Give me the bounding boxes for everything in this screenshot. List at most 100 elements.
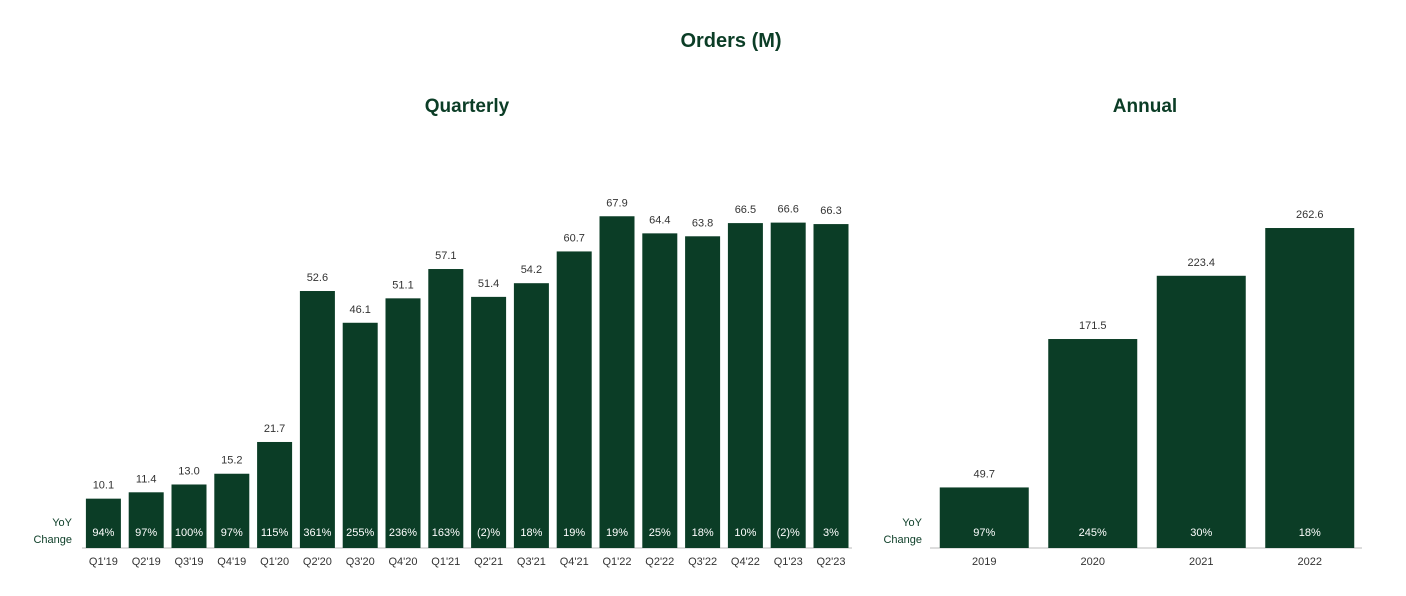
annual-bar-2 [1156, 275, 1246, 548]
quarterly-value-label-12: 67.9 [606, 197, 627, 209]
quarterly-yoy-label-1: 97% [135, 527, 157, 539]
annual-value-label-0: 49.7 [974, 468, 995, 480]
annual-value-label-3: 262.6 [1296, 209, 1324, 221]
annual-tick-label-3: 2022 [1298, 556, 1322, 568]
annual-value-label-1: 171.5 [1079, 320, 1107, 332]
annual-title: Annual [1113, 96, 1177, 117]
quarterly-title: Quarterly [425, 96, 510, 117]
quarterly-bar-9 [471, 296, 507, 548]
annual-bar-0 [939, 487, 1029, 548]
quarterly-tick-label-12: Q1'22 [602, 556, 631, 568]
quarterly-value-label-9: 51.4 [478, 278, 499, 290]
quarterly-yoy-label-17: 3% [823, 527, 839, 539]
annual-bars: 49.7 97% 2019 171.5 245% 2020 223.4 30% 2021 262.… [939, 209, 1355, 568]
quarterly-tick-label-2: Q3'19 [174, 556, 203, 568]
quarterly-yoy-label-14: 18% [692, 527, 714, 539]
quarterly-bar-13 [642, 233, 678, 549]
annual-tick-label-1: 2020 [1081, 556, 1105, 568]
quarterly-bar-8 [428, 269, 464, 548]
quarterly-tick-label-16: Q1'23 [774, 556, 803, 568]
quarterly-panel: Quarterly YoY Change 10.1 94% Q1'19 11.4 97%… [33, 96, 852, 568]
quarterly-tick-label-10: Q3'21 [517, 556, 546, 568]
annual-tick-label-0: 2019 [972, 556, 996, 568]
quarterly-yoy-label-5: 361% [303, 527, 331, 539]
quarterly-tick-label-5: Q2'20 [303, 556, 332, 568]
quarterly-value-label-15: 66.5 [735, 204, 756, 216]
quarterly-value-label-13: 64.4 [649, 214, 670, 226]
quarterly-tick-label-15: Q4'22 [731, 556, 760, 568]
quarterly-value-label-4: 21.7 [264, 423, 285, 435]
quarterly-bar-11 [556, 251, 592, 549]
quarterly-value-label-11: 60.7 [563, 232, 584, 244]
quarterly-bar-4 [257, 441, 293, 548]
quarterly-value-label-7: 51.1 [392, 279, 413, 291]
quarterly-value-label-6: 46.1 [349, 304, 370, 316]
quarterly-yoy-label-6: 255% [346, 527, 374, 539]
quarterly-value-label-1: 11.4 [136, 473, 157, 485]
quarterly-yoy-label-15: 10% [734, 527, 756, 539]
quarterly-tick-label-3: Q4'19 [217, 556, 246, 568]
quarterly-yoy-label-16: (2)% [777, 527, 800, 539]
annual-tick-label-2: 2021 [1189, 556, 1213, 568]
annual-yoy-label-0: 97% [973, 527, 995, 539]
quarterly-bar-1 [128, 492, 164, 548]
annual-yoy-label-3: 18% [1299, 527, 1321, 539]
quarterly-yoy-label-7: 236% [389, 527, 417, 539]
quarterly-value-label-3: 15.2 [221, 455, 242, 467]
quarterly-bar-10 [513, 283, 549, 548]
quarterly-yoy-label-0: 94% [92, 527, 114, 539]
quarterly-value-label-5: 52.6 [307, 272, 328, 284]
quarterly-yoy-label-10: 18% [520, 527, 542, 539]
quarterly-yoy-label-12: 19% [606, 527, 628, 539]
quarterly-tick-label-7: Q4'20 [388, 556, 417, 568]
quarterly-tick-label-8: Q1'21 [431, 556, 460, 568]
quarterly-yoy-label-line2: Change [33, 534, 72, 546]
quarterly-value-label-17: 66.3 [820, 205, 841, 217]
annual-bar-3 [1265, 228, 1355, 549]
quarterly-tick-label-6: Q3'20 [346, 556, 375, 568]
quarterly-tick-label-9: Q2'21 [474, 556, 503, 568]
quarterly-value-label-0: 10.1 [93, 480, 114, 492]
annual-yoy-label-2: 30% [1190, 527, 1212, 539]
quarterly-bar-16 [770, 222, 806, 548]
quarterly-yoy-label-4: 115% [261, 527, 289, 539]
quarterly-bar-14 [685, 236, 721, 548]
quarterly-bar-2 [171, 484, 207, 548]
quarterly-bar-6 [342, 322, 378, 548]
quarterly-tick-label-17: Q2'23 [816, 556, 845, 568]
annual-yoy-label-line1: YoY [902, 517, 922, 529]
quarterly-tick-label-0: Q1'19 [89, 556, 118, 568]
quarterly-bar-5 [299, 291, 335, 548]
quarterly-value-label-10: 54.2 [521, 264, 542, 276]
quarterly-bar-12 [599, 216, 635, 548]
quarterly-bar-7 [385, 298, 421, 548]
quarterly-yoy-label-2: 100% [175, 527, 203, 539]
quarterly-value-label-2: 13.0 [178, 465, 199, 477]
quarterly-value-label-16: 66.6 [777, 204, 798, 216]
quarterly-bar-0 [85, 498, 121, 548]
annual-panel: Annual YoY Change 49.7 97% 2019 171.5 245% 20… [883, 96, 1362, 568]
annual-yoy-label-1: 245% [1079, 527, 1107, 539]
quarterly-tick-label-1: Q2'19 [132, 556, 161, 568]
quarterly-bars: 10.1 94% Q1'19 11.4 97% Q2'19 13.0 100% Q3'19 15.… [85, 197, 849, 568]
quarterly-yoy-label-11: 19% [563, 527, 585, 539]
quarterly-bar-17 [813, 224, 849, 548]
quarterly-yoy-label-13: 25% [649, 527, 671, 539]
quarterly-yoy-label-8: 163% [432, 527, 460, 539]
quarterly-tick-label-4: Q1'20 [260, 556, 289, 568]
quarterly-tick-label-11: Q4'21 [560, 556, 589, 568]
quarterly-yoy-label-line1: YoY [52, 517, 72, 529]
quarterly-yoy-label-9: (2)% [477, 527, 500, 539]
quarterly-tick-label-13: Q2'22 [645, 556, 674, 568]
quarterly-yoy-label-3: 97% [221, 527, 243, 539]
quarterly-bar-15 [727, 223, 763, 548]
chart-title: Orders (M) [680, 30, 781, 52]
annual-bar-1 [1048, 339, 1138, 548]
quarterly-value-label-8: 57.1 [435, 250, 456, 262]
quarterly-bar-3 [214, 473, 250, 548]
annual-value-label-2: 223.4 [1187, 257, 1215, 269]
quarterly-value-label-14: 63.8 [692, 217, 713, 229]
annual-yoy-label-line2: Change [883, 534, 922, 546]
quarterly-tick-label-14: Q3'22 [688, 556, 717, 568]
